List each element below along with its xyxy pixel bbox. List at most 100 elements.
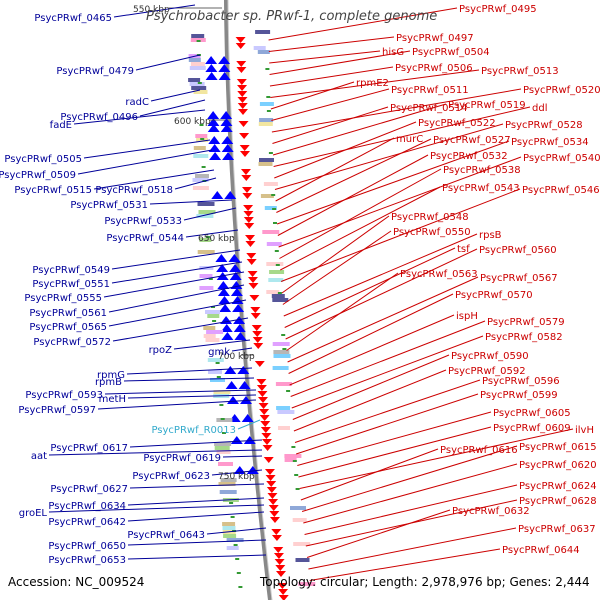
right-gene-label[interactable]: PsycPRwf_0495 [459, 4, 537, 15]
left-gene-label[interactable]: PsycPRwf_0593 [25, 390, 103, 401]
left-gene-label[interactable]: PsycPRwf_0533 [104, 216, 182, 227]
right-gene-label[interactable]: ilvH [575, 425, 594, 436]
right-gene-label[interactable]: tsf [457, 244, 470, 255]
right-gene-label[interactable]: PsycPRwf_0605 [493, 408, 571, 419]
left-gene-label[interactable]: PsycPRwf_0619 [143, 453, 221, 464]
right-label-leader [282, 230, 392, 305]
right-gene-label[interactable]: PsycPRwf_0497 [396, 33, 474, 44]
forward-gene-arrow [238, 109, 249, 115]
left-gene-label[interactable]: PsycPRwf_0549 [32, 265, 110, 276]
left-gene-label[interactable]: rpmB [95, 377, 122, 388]
genome-backbone-highlight [227, 0, 273, 600]
left-gene-label[interactable]: PsycPRwf_0653 [48, 555, 126, 566]
right-gene-label[interactable]: PsycPRwf_0550 [393, 227, 471, 238]
left-gene-label[interactable]: groEL [19, 508, 48, 519]
left-gene-label[interactable]: PsycPRwf_0650 [48, 541, 126, 552]
forward-gene-arrow [258, 403, 269, 409]
right-gene-label[interactable]: ddl [532, 103, 547, 114]
left-gene-label[interactable]: aat [31, 451, 47, 462]
right-gene-label[interactable]: PsycPRwf_0538 [443, 165, 521, 176]
left-gene-label[interactable]: PsycPRwf_0496 [60, 112, 138, 123]
right-gene-label[interactable]: hisG [382, 47, 404, 58]
right-gene-label[interactable]: PsycPRwf_0567 [480, 273, 558, 284]
left-gene-label[interactable]: PsycPRwf_0565 [29, 322, 107, 333]
right-gene-label[interactable]: PsycPRwf_0546 [522, 185, 600, 196]
right-gene-label[interactable]: PsycPRwf_0506 [395, 63, 473, 74]
left-gene-label[interactable]: PsycPRwf_0643 [127, 530, 205, 541]
left-gene-label[interactable]: PsycPRwf_R0013 [151, 425, 236, 436]
forward-gene-arrow [251, 325, 262, 331]
left-gene-label[interactable]: metH [99, 394, 126, 405]
right-gene-label[interactable]: PsycPRwf_0628 [519, 496, 597, 507]
forward-gene-arrow [247, 277, 258, 283]
right-gene-label[interactable]: PsycPRwf_0548 [391, 212, 469, 223]
right-gene-label[interactable]: PsycPRwf_0624 [519, 481, 597, 492]
right-gene-label[interactable]: PsycPRwf_0527 [433, 135, 511, 146]
right-gene-label[interactable]: PsycPRwf_0543 [442, 183, 520, 194]
right-gene-label[interactable]: PsycPRwf_0534 [511, 137, 589, 148]
left-gene-label[interactable]: PsycPRwf_0597 [18, 405, 96, 416]
right-gene-label[interactable]: PsycPRwf_0520 [523, 85, 600, 96]
right-gene-label[interactable]: murC [396, 134, 423, 145]
left-gene-label[interactable]: fadE [50, 120, 72, 131]
right-gene-label[interactable]: PsycPRwf_0616 [440, 445, 518, 456]
right-gene-label[interactable]: PsycPRwf_0513 [481, 66, 559, 77]
right-gene-label[interactable]: PsycPRwf_0560 [479, 245, 557, 256]
left-gene-label[interactable]: PsycPRwf_0551 [32, 279, 110, 290]
right-gene-label[interactable]: PsycPRwf_0644 [502, 545, 580, 556]
right-gene-label[interactable]: PsycPRwf_0540 [523, 153, 600, 164]
left-gene-label[interactable]: PsycPRwf_0634 [48, 501, 126, 512]
right-gene-label[interactable]: PsycPRwf_0632 [452, 506, 530, 517]
right-gene-label[interactable]: PsycPRwf_0582 [485, 332, 563, 343]
right-gene-label[interactable]: PsycPRwf_0637 [518, 524, 596, 535]
left-gene-label[interactable]: PsycPRwf_0555 [24, 293, 102, 304]
right-gene-label[interactable]: PsycPRwf_0528 [505, 120, 583, 131]
right-gene-label[interactable]: PsycPRwf_0504 [412, 47, 490, 58]
left-gene-label[interactable]: radC [125, 97, 149, 108]
right-gene-label[interactable]: PsycPRwf_0590 [451, 351, 529, 362]
forward-gene-arrow [271, 529, 282, 535]
right-gene-label[interactable]: PsycPRwf_0519 [448, 100, 526, 111]
right-gene-label[interactable]: ispH [456, 311, 478, 322]
left-gene-label[interactable]: PsycPRwf_0642 [48, 517, 126, 528]
left-gene-label[interactable]: PsycPRwf_0479 [56, 66, 134, 77]
left-gene-label[interactable]: PsycPRwf_0515 [14, 185, 92, 196]
right-gene-label[interactable]: rpsB [479, 230, 502, 241]
left-gene-label[interactable]: PsycPRwf_0509 [0, 170, 76, 181]
left-gene-label[interactable]: PsycPRwf_0544 [106, 233, 184, 244]
forward-gene-arrow [246, 259, 257, 265]
left-gene-label[interactable]: PsycPRwf_0518 [95, 185, 173, 196]
left-label-leader [126, 367, 253, 375]
left-gene-label[interactable]: PsycPRwf_0531 [70, 200, 148, 211]
left-gene-label[interactable]: PsycPRwf_0627 [50, 484, 128, 495]
right-gene-label[interactable]: PsycPRwf_0615 [519, 442, 597, 453]
right-gene-label[interactable]: PsycPRwf_0609 [493, 423, 571, 434]
left-gene-label[interactable]: gmk [208, 347, 230, 358]
left-gene-label[interactable]: rpoZ [149, 345, 173, 356]
right-gene-label[interactable]: rpmE2 [356, 78, 389, 89]
right-gene-label[interactable]: PsycPRwf_0599 [480, 390, 558, 401]
right-gene-label[interactable]: PsycPRwf_0579 [487, 317, 565, 328]
right-gene-label[interactable]: PsycPRwf_0563 [400, 269, 478, 280]
left-gene-label[interactable]: PsycPRwf_0623 [132, 471, 210, 482]
right-gene-label[interactable]: PsycPRwf_0514 [390, 103, 468, 114]
left-label-leader [127, 394, 257, 399]
left-gene-label[interactable]: PsycPRwf_0572 [33, 337, 111, 348]
right-label-leader [269, 50, 381, 64]
feature-block [192, 186, 209, 190]
right-gene-label[interactable]: PsycPRwf_0522 [418, 118, 496, 129]
right-gene-label[interactable]: PsycPRwf_0592 [448, 366, 526, 377]
right-gene-label[interactable]: PsycPRwf_0570 [455, 290, 533, 301]
left-gene-label[interactable]: PsycPRwf_0505 [4, 154, 82, 165]
right-gene-label[interactable]: PsycPRwf_0532 [430, 151, 508, 162]
left-gene-label[interactable]: rpmG [97, 370, 125, 381]
left-gene-label[interactable]: PsycPRwf_0465 [34, 13, 112, 24]
right-label-leader [299, 428, 574, 489]
left-gene-label[interactable]: PsycPRwf_0617 [50, 443, 128, 454]
left-gene-label[interactable]: PsycPRwf_0561 [29, 308, 107, 319]
right-gene-label[interactable]: PsycPRwf_0511 [391, 85, 469, 96]
right-gene-label[interactable]: PsycPRwf_0596 [482, 376, 560, 387]
forward-gene-arrow [269, 517, 280, 523]
right-gene-label[interactable]: PsycPRwf_0620 [519, 460, 597, 471]
forward-gene-arrow [243, 211, 254, 217]
